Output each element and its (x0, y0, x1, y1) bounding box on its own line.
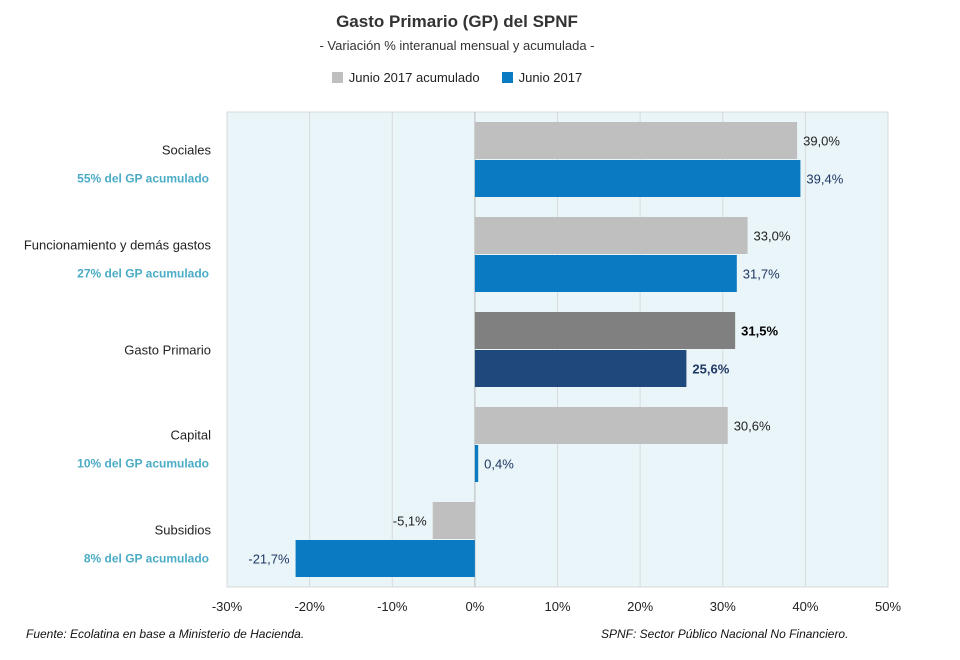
x-tick-label: 0% (465, 599, 484, 614)
data-label: -21,7% (248, 552, 290, 567)
x-tick-label: -30% (212, 599, 243, 614)
bar-accumulated (432, 502, 475, 539)
data-label: -5,1% (393, 514, 427, 529)
x-tick-label: 20% (627, 599, 653, 614)
data-label: 33,0% (754, 229, 791, 244)
legend-swatch-monthly (501, 72, 513, 83)
legend-item-accumulated: Junio 2017 acumulado (331, 70, 480, 85)
bar-monthly (474, 255, 737, 292)
category-share-label: 10% del GP acumulado (77, 457, 209, 471)
acronym-note: SPNF: Sector Público Nacional No Financi… (601, 627, 849, 641)
x-tick-label: 40% (792, 599, 818, 614)
legend-item-monthly: Junio 2017 (501, 70, 583, 85)
data-label: 25,6% (692, 362, 729, 377)
bar-accumulated (474, 407, 728, 444)
data-label: 31,5% (741, 324, 778, 339)
bar-monthly (474, 350, 687, 387)
data-label: 39,4% (806, 172, 843, 187)
data-label: 0,4% (484, 457, 514, 472)
x-tick-label: 30% (710, 599, 736, 614)
category-share-label: 8% del GP acumulado (84, 552, 209, 566)
x-tick-label: -10% (377, 599, 408, 614)
x-tick-label: -20% (294, 599, 325, 614)
chart-subtitle: - Variación % interanual mensual y acumu… (319, 38, 595, 53)
category-label: Funcionamiento y demás gastos (24, 238, 212, 253)
category-share-label: 27% del GP acumulado (77, 267, 209, 281)
legend-label-monthly: Junio 2017 (518, 70, 583, 85)
category-label: Gasto Primario (124, 343, 211, 358)
bar-monthly (474, 445, 479, 482)
x-tick-label: 50% (875, 599, 901, 614)
data-label: 39,0% (803, 134, 840, 149)
legend: Junio 2017 acumulado Junio 2017 (0, 70, 914, 85)
chart-title: Gasto Primario (GP) del SPNF (336, 12, 578, 31)
bar-accumulated (474, 217, 748, 254)
category-share-label: 55% del GP acumulado (77, 172, 209, 186)
legend-swatch-accumulated (331, 72, 343, 83)
data-label: 30,6% (734, 419, 771, 434)
source-note: Fuente: Ecolatina en base a Ministerio d… (26, 627, 305, 641)
category-label: Subsidios (155, 523, 212, 538)
legend-label-accumulated: Junio 2017 acumulado (348, 70, 480, 85)
category-label: Sociales (162, 143, 212, 158)
bar-monthly (474, 160, 801, 197)
bar-monthly (295, 540, 475, 577)
data-label: 31,7% (743, 267, 780, 282)
x-tick-label: 10% (544, 599, 570, 614)
category-label: Capital (171, 428, 212, 443)
bar-accumulated (474, 122, 798, 159)
bar-chart: -30% -20% -10% 0% 10% 20% 30% 40% 50% Sociales 55%… (24, 111, 901, 614)
bar-accumulated (474, 312, 736, 349)
